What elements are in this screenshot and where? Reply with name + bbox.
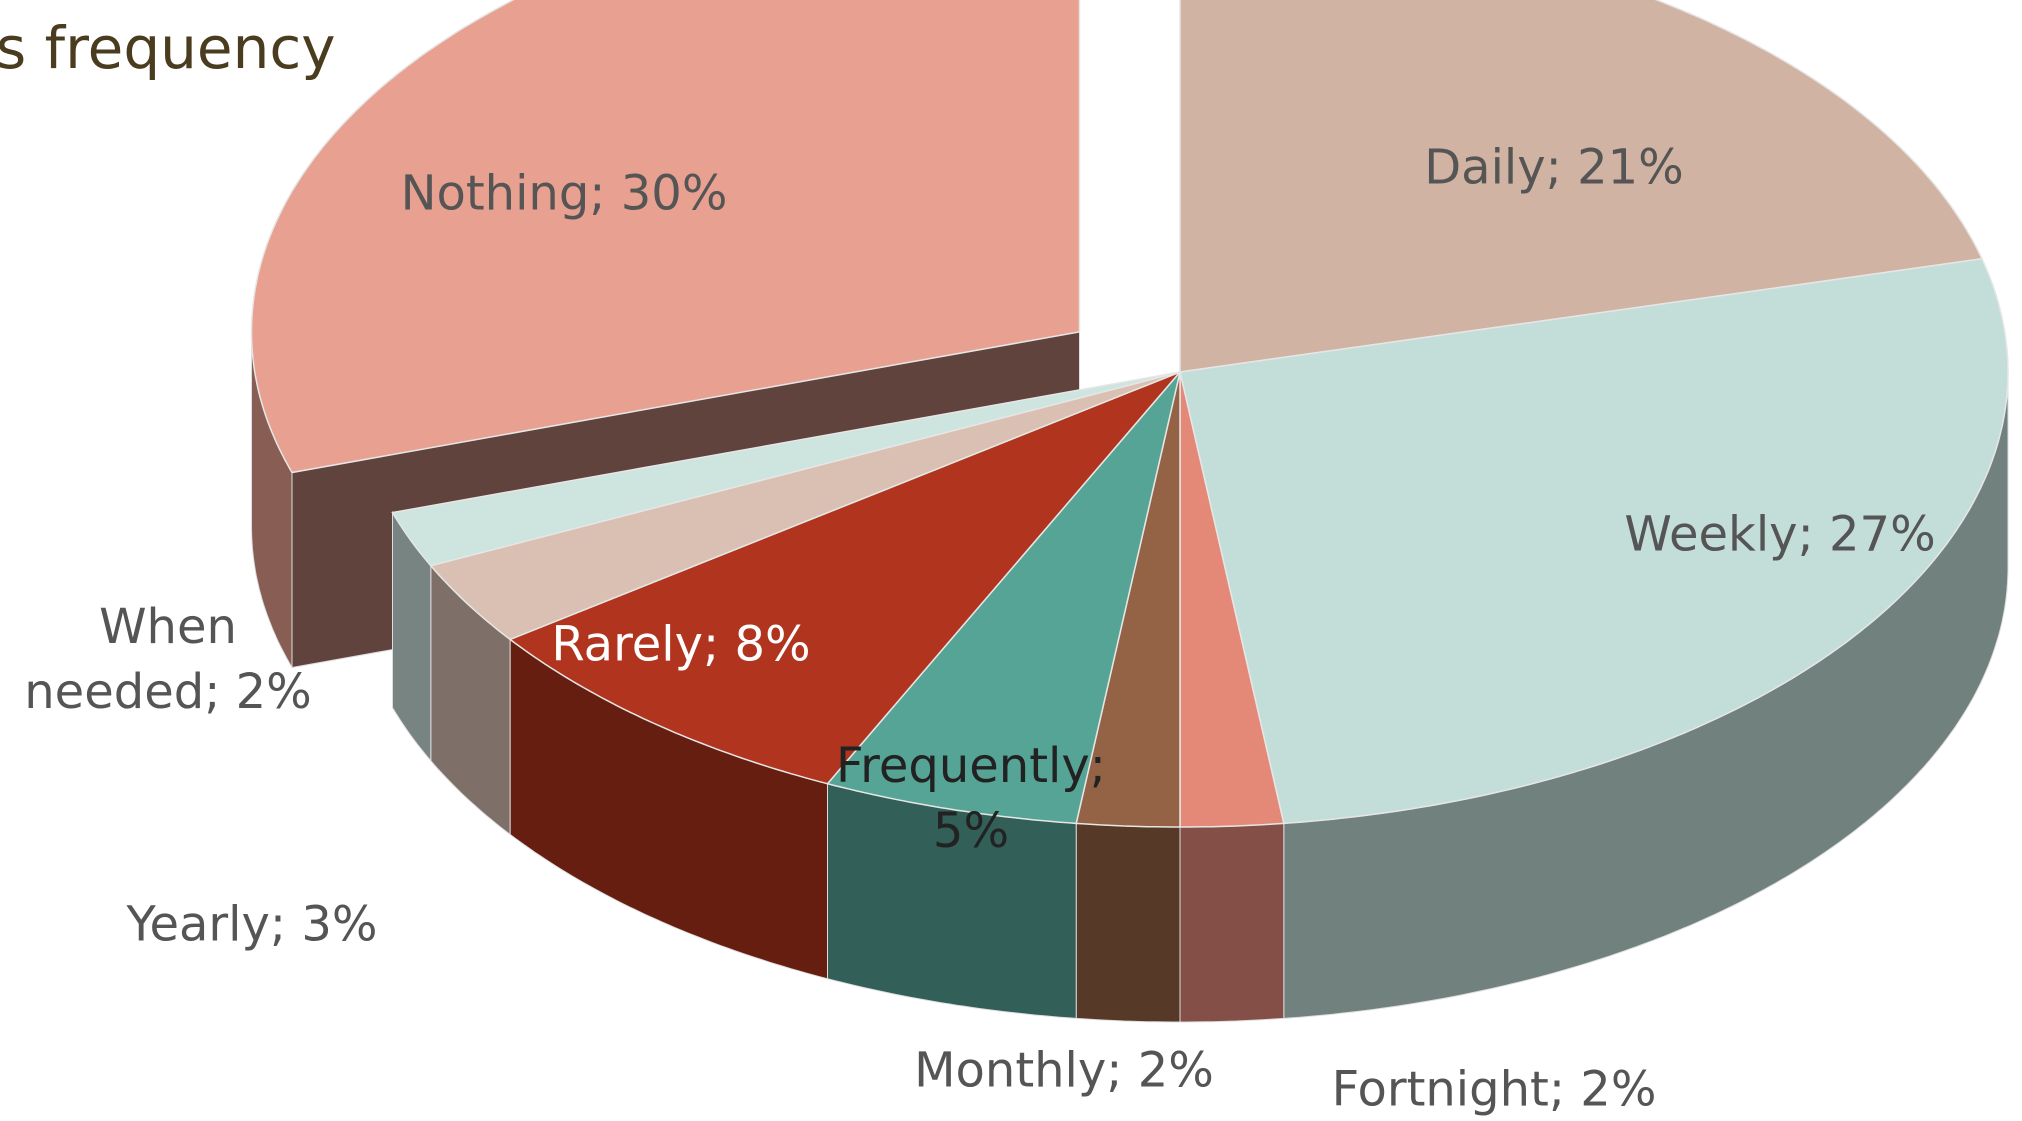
slice <box>1179 371 1285 828</box>
data-label: Rarely; 8% <box>551 616 811 673</box>
data-label: Yearly; 3% <box>126 896 378 953</box>
data-label: Nothing; 30% <box>400 165 728 222</box>
slice <box>429 371 1181 641</box>
slice <box>508 371 1181 785</box>
slice <box>1179 0 1984 373</box>
slice <box>391 371 1181 567</box>
data-label: Daily; 21% <box>1424 139 1684 196</box>
data-label: Monthly; 2% <box>914 1042 1214 1099</box>
data-label: Frequently; 5% <box>836 738 1106 859</box>
slice-wall <box>1179 822 1285 1023</box>
slice <box>250 0 1081 474</box>
data-label: When needed; 2% <box>24 599 312 720</box>
data-label: Fortnight; 2% <box>1331 1061 1657 1118</box>
chart-title: s frequency <box>0 14 336 82</box>
slice <box>826 371 1181 825</box>
data-label: Weekly; 27% <box>1624 506 1936 563</box>
slice <box>1179 257 2009 825</box>
